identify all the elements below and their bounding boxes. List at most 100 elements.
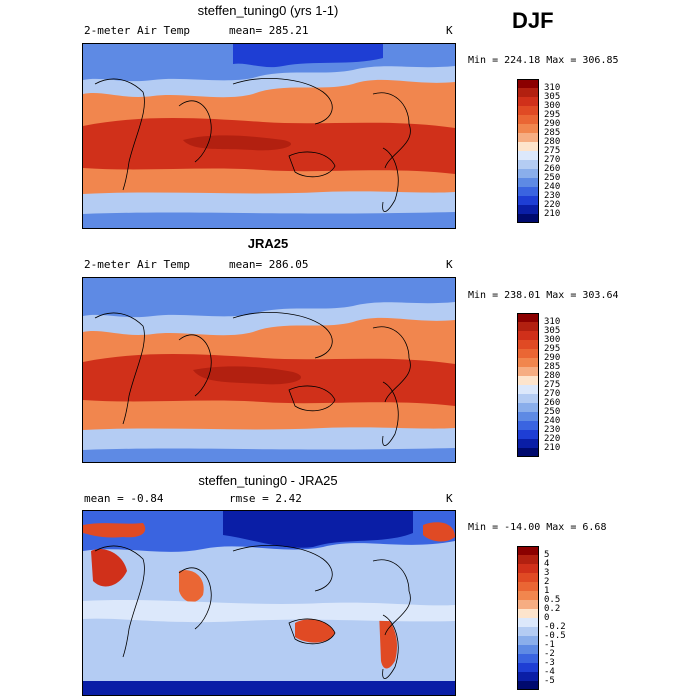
panel-1-mean-label: mean= 285.21 xyxy=(229,24,309,37)
colorbar-swatch xyxy=(517,627,539,636)
colorbar-tick-label: 270 xyxy=(544,389,561,399)
panel-1-title: steffen_tuning0 (yrs 1-1) xyxy=(197,3,339,18)
colorbar-swatch xyxy=(517,196,539,205)
colorbar-swatch xyxy=(517,573,539,582)
colorbar-tick-label: 280 xyxy=(544,137,561,147)
panel-1-units-label: K xyxy=(446,24,453,37)
colorbar-swatch xyxy=(517,546,539,555)
colorbar-swatch xyxy=(517,367,539,376)
panel-2-colorbar: 310 305 300 295 290 285 280 275 270 260 250 240 230 2… xyxy=(517,313,597,457)
panel-3-units-label: K xyxy=(446,492,453,505)
panel-3-map-svg xyxy=(83,511,455,695)
colorbar-tick-label: 1 xyxy=(544,586,550,596)
colorbar-tick-label: 290 xyxy=(544,353,561,363)
colorbar-tick-label: -3 xyxy=(544,658,555,668)
panel-1-minmax-label: Min = 224.18 Max = 306.85 xyxy=(468,55,619,66)
colorbar-swatch xyxy=(517,582,539,591)
colorbar-tick-label: 295 xyxy=(544,344,561,354)
colorbar-swatch xyxy=(517,609,539,618)
colorbar-swatch xyxy=(517,618,539,627)
panel-1-variable-label: 2-meter Air Temp xyxy=(84,24,190,37)
colorbar-swatch xyxy=(517,205,539,214)
colorbar-swatch xyxy=(517,663,539,672)
colorbar-tick-label: 300 xyxy=(544,335,561,345)
colorbar-tick-label: 305 xyxy=(544,326,561,336)
colorbar-swatch xyxy=(517,79,539,88)
colorbar-swatch xyxy=(517,412,539,421)
colorbar-swatch xyxy=(517,376,539,385)
colorbar-tick-label: -0.2 xyxy=(544,622,566,632)
colorbar-tick-label: 220 xyxy=(544,434,561,444)
colorbar-tick-label: 270 xyxy=(544,155,561,165)
colorbar-tick-label: 275 xyxy=(544,146,561,156)
panel-3-map xyxy=(82,510,456,696)
panel-2-title: JRA25 xyxy=(247,236,289,251)
colorbar-swatch xyxy=(517,178,539,187)
colorbar-swatch xyxy=(517,439,539,448)
panel-3-mean-label: mean = -0.84 xyxy=(84,492,164,505)
colorbar-tick-label: 2 xyxy=(544,577,550,587)
colorbar-swatch xyxy=(517,430,539,439)
colorbar-swatch xyxy=(517,340,539,349)
colorbar-tick-label: 240 xyxy=(544,182,561,192)
season-label: DJF xyxy=(512,8,554,33)
panel-1-map xyxy=(82,43,456,229)
colorbar-tick-label: -4 xyxy=(544,667,555,677)
colorbar-swatch xyxy=(517,313,539,322)
colorbar-swatch xyxy=(517,169,539,178)
colorbar-tick-label: -1 xyxy=(544,640,555,650)
colorbar-swatch xyxy=(517,160,539,169)
colorbar-swatch xyxy=(517,555,539,564)
colorbar-swatch xyxy=(517,187,539,196)
colorbar-swatch xyxy=(517,385,539,394)
panel-3-minmax-label: Min = -14.00 Max = 6.68 xyxy=(468,522,607,533)
colorbar-swatch xyxy=(517,636,539,645)
colorbar-swatch xyxy=(517,322,539,331)
colorbar-swatch xyxy=(517,394,539,403)
colorbar-tick-label: 230 xyxy=(544,425,561,435)
colorbar-tick-label: 285 xyxy=(544,362,561,372)
colorbar-tick-label: 305 xyxy=(544,92,561,102)
colorbar-tick-label: 210 xyxy=(544,209,561,219)
colorbar-tick-label: 210 xyxy=(544,443,561,453)
panel-2-map-svg xyxy=(83,278,455,462)
colorbar-swatch xyxy=(517,97,539,106)
panel-3-title: steffen_tuning0 - JRA25 xyxy=(198,473,338,488)
colorbar-tick-label: 4 xyxy=(544,559,550,569)
panel-2-map xyxy=(82,277,456,463)
colorbar-tick-label: 230 xyxy=(544,191,561,201)
colorbar-swatch xyxy=(517,564,539,573)
colorbar-tick-label: 5 xyxy=(544,550,550,560)
colorbar-swatch xyxy=(517,142,539,151)
panel-1-colorbar: 310 305 300 295 290 285 280 275 270 260 250 240 230 2… xyxy=(517,79,597,223)
colorbar-swatch xyxy=(517,115,539,124)
colorbar-swatch xyxy=(517,403,539,412)
colorbar-tick-label: 300 xyxy=(544,101,561,111)
panel-2-units-label: K xyxy=(446,258,453,271)
colorbar-tick-label: 0 xyxy=(544,613,550,623)
colorbar-tick-label: 310 xyxy=(544,83,561,93)
colorbar-swatch xyxy=(517,349,539,358)
colorbar-tick-label: 250 xyxy=(544,173,561,183)
colorbar-swatch xyxy=(517,591,539,600)
colorbar-swatch xyxy=(517,600,539,609)
colorbar-tick-label: 280 xyxy=(544,371,561,381)
colorbar-swatch xyxy=(517,133,539,142)
colorbar-tick-label: 290 xyxy=(544,119,561,129)
colorbar-tick-label: -5 xyxy=(544,676,555,686)
colorbar-tick-label: -0.5 xyxy=(544,631,566,641)
panel-1-map-svg xyxy=(83,44,455,228)
colorbar-swatch xyxy=(517,151,539,160)
panel-3-rmse-label: rmse = 2.42 xyxy=(229,492,302,505)
colorbar-tick-label: 240 xyxy=(544,416,561,426)
colorbar-swatch xyxy=(517,358,539,367)
colorbar-tick-label: 260 xyxy=(544,398,561,408)
colorbar-swatch xyxy=(517,214,539,223)
colorbar-tick-label: 275 xyxy=(544,380,561,390)
panel-2-variable-label: 2-meter Air Temp xyxy=(84,258,190,271)
colorbar-swatch xyxy=(517,124,539,133)
colorbar-tick-label: 295 xyxy=(544,110,561,120)
colorbar-tick-label: 260 xyxy=(544,164,561,174)
colorbar-swatch xyxy=(517,645,539,654)
colorbar-swatch xyxy=(517,672,539,681)
